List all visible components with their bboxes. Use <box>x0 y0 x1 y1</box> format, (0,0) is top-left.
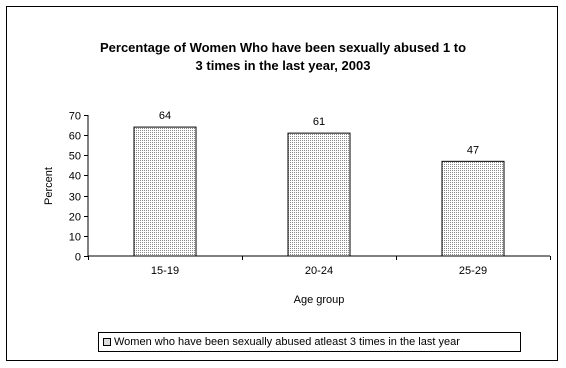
x-tick-label-20-24: 20-24 <box>305 265 333 277</box>
data-label-20-24: 61 <box>313 116 325 128</box>
x-axis-label: Age group <box>294 294 345 306</box>
y-axis-label: Percent <box>43 167 55 205</box>
x-tick-label-15-19: 15-19 <box>151 265 179 277</box>
y-tick-label: 0 <box>75 252 81 264</box>
y-tick-label: 60 <box>69 131 81 143</box>
legend-swatch <box>103 338 111 346</box>
y-tick-label: 50 <box>69 151 81 163</box>
chart-title-line-1: Percentage of Women Who have been sexual… <box>100 40 466 55</box>
legend: Women who have been sexually abused atle… <box>98 332 521 352</box>
data-label-25-29: 47 <box>467 144 479 156</box>
x-tick-label-25-29: 25-29 <box>459 265 487 277</box>
plot-area: 0 10 20 30 40 50 60 70 64 15-19 61 20-24 47 25-29 <box>69 110 551 277</box>
bar-25-29 <box>441 160 505 257</box>
y-tick-label: 70 <box>69 111 81 123</box>
data-label-15-19: 64 <box>159 110 171 122</box>
y-tick-label: 40 <box>69 171 81 183</box>
legend-label: Women who have been sexually abused atle… <box>114 336 460 348</box>
y-tick-label: 20 <box>69 212 81 224</box>
bar-20-24 <box>287 132 351 257</box>
chart-title-line-2: 3 times in the last year, 2003 <box>196 58 371 73</box>
y-tick-label: 30 <box>69 192 81 204</box>
y-tick-label: 10 <box>69 232 81 244</box>
bar-15-19 <box>133 126 197 257</box>
